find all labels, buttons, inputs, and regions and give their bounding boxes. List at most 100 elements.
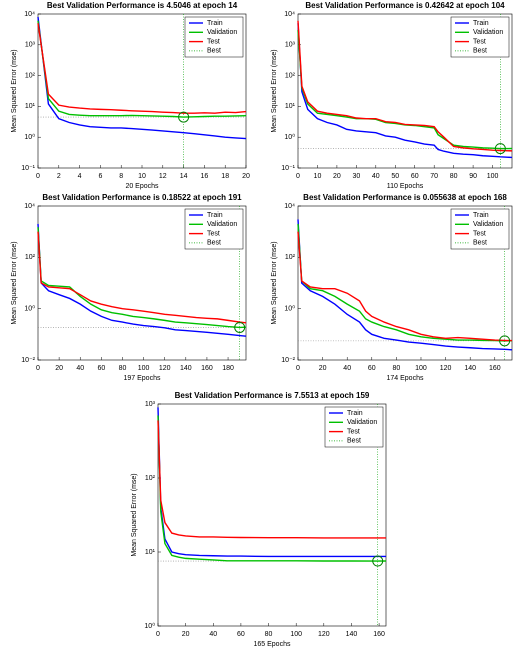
legend-label: Best bbox=[473, 48, 487, 55]
series-line bbox=[37, 227, 247, 329]
series-line bbox=[297, 23, 513, 159]
series-line bbox=[37, 23, 247, 114]
x-tick-label: 2 bbox=[57, 173, 61, 180]
x-tick-label: 90 bbox=[469, 173, 477, 180]
y-tick-label: 10² bbox=[25, 254, 36, 261]
y-tick-label: 10⁻² bbox=[21, 357, 35, 364]
y-axis-label: Mean Squared Error (mse) bbox=[271, 49, 278, 132]
legend-label: Validation bbox=[207, 221, 237, 228]
x-tick-label: 0 bbox=[296, 365, 300, 372]
x-tick-label: 100 bbox=[487, 173, 499, 180]
y-tick-label: 10⁻¹ bbox=[21, 165, 35, 172]
series-line bbox=[157, 420, 386, 539]
x-tick-label: 40 bbox=[76, 365, 84, 372]
x-tick-label: 140 bbox=[180, 365, 192, 372]
x-tick-label: 4 bbox=[78, 173, 82, 180]
x-tick-label: 80 bbox=[265, 631, 273, 638]
legend-label: Validation bbox=[473, 29, 503, 36]
y-tick-label: 10⁴ bbox=[24, 203, 35, 210]
legend-label: Best bbox=[207, 240, 221, 247]
x-tick-label: 70 bbox=[430, 173, 438, 180]
x-tick-label: 12 bbox=[159, 173, 167, 180]
y-tick-label: 10³ bbox=[285, 42, 296, 49]
y-tick-label: 10³ bbox=[25, 42, 36, 49]
y-tick-label: 10⁻¹ bbox=[281, 165, 295, 172]
x-tick-label: 100 bbox=[138, 365, 150, 372]
x-tick-label: 60 bbox=[411, 173, 419, 180]
legend-label: Train bbox=[347, 410, 363, 417]
y-tick-label: 10⁰ bbox=[24, 305, 35, 313]
x-tick-label: 8 bbox=[119, 173, 123, 180]
legend-label: Train bbox=[207, 20, 223, 27]
series-line bbox=[37, 223, 247, 337]
y-tick-label: 10⁴ bbox=[284, 203, 295, 210]
best-point bbox=[178, 111, 190, 123]
x-axis-label: 197 Epochs bbox=[124, 375, 161, 382]
legend-label: Validation bbox=[473, 221, 503, 228]
x-tick-label: 160 bbox=[373, 631, 385, 638]
x-axis-label: 110 Epochs bbox=[387, 183, 424, 190]
y-tick-label: 10⁴ bbox=[24, 11, 35, 18]
x-tick-label: 120 bbox=[159, 365, 171, 372]
chart-title: Best Validation Performance is 0.18522 a… bbox=[42, 193, 242, 202]
x-tick-label: 10 bbox=[314, 173, 322, 180]
y-axis-label: Mean Squared Error (mse) bbox=[271, 241, 278, 324]
y-tick-label: 10¹ bbox=[25, 103, 36, 110]
best-point bbox=[494, 143, 506, 155]
best-point bbox=[499, 335, 511, 347]
x-tick-label: 60 bbox=[368, 365, 376, 372]
legend-label: Train bbox=[473, 20, 489, 27]
y-tick-label: 10¹ bbox=[145, 549, 156, 556]
series-line bbox=[297, 219, 513, 351]
best-point bbox=[234, 321, 246, 333]
x-tick-label: 20 bbox=[242, 173, 250, 180]
x-tick-label: 40 bbox=[209, 631, 217, 638]
x-tick-label: 80 bbox=[119, 365, 127, 372]
best-point bbox=[372, 555, 384, 567]
x-tick-label: 0 bbox=[36, 173, 40, 180]
legend-label: Train bbox=[473, 212, 489, 219]
y-tick-label: 10² bbox=[285, 72, 296, 79]
y-axis-label: Mean Squared Error (mse) bbox=[11, 49, 18, 132]
y-tick-label: 10² bbox=[25, 72, 36, 79]
legend-label: Train bbox=[207, 212, 223, 219]
x-axis-label: 174 Epochs bbox=[387, 375, 424, 382]
x-tick-label: 0 bbox=[296, 173, 300, 180]
y-axis-label: Mean Squared Error (mse) bbox=[131, 473, 138, 556]
x-tick-label: 100 bbox=[290, 631, 302, 638]
series-line bbox=[157, 407, 386, 558]
legend-label: Test bbox=[473, 230, 486, 237]
legend-label: Validation bbox=[347, 419, 377, 426]
chart-title: Best Validation Performance is 7.5513 at… bbox=[175, 391, 370, 400]
series-line bbox=[297, 20, 513, 152]
chart-title: Best Validation Performance is 4.5046 at… bbox=[47, 1, 238, 10]
x-tick-label: 140 bbox=[464, 365, 476, 372]
x-tick-label: 100 bbox=[415, 365, 427, 372]
x-tick-label: 14 bbox=[180, 173, 188, 180]
x-tick-label: 20 bbox=[182, 631, 190, 638]
x-tick-label: 80 bbox=[450, 173, 458, 180]
y-tick-label: 10² bbox=[285, 254, 296, 261]
x-tick-label: 50 bbox=[391, 173, 399, 180]
legend-label: Best bbox=[347, 438, 361, 445]
x-tick-label: 60 bbox=[237, 631, 245, 638]
legend-label: Test bbox=[347, 428, 360, 435]
x-tick-label: 160 bbox=[201, 365, 213, 372]
x-tick-label: 140 bbox=[346, 631, 358, 638]
x-tick-label: 40 bbox=[343, 365, 351, 372]
x-tick-label: 40 bbox=[372, 173, 380, 180]
legend-label: Best bbox=[473, 240, 487, 247]
legend-label: Test bbox=[473, 38, 486, 45]
y-tick-label: 10⁰ bbox=[24, 133, 35, 141]
y-tick-label: 10⁰ bbox=[284, 133, 295, 141]
legend-label: Test bbox=[207, 38, 220, 45]
legend-label: Best bbox=[207, 48, 221, 55]
x-tick-label: 18 bbox=[221, 173, 229, 180]
series-line bbox=[37, 231, 247, 324]
x-tick-label: 10 bbox=[138, 173, 146, 180]
x-tick-label: 80 bbox=[392, 365, 400, 372]
x-tick-label: 60 bbox=[97, 365, 105, 372]
y-tick-label: 10² bbox=[145, 475, 156, 482]
x-tick-label: 20 bbox=[319, 365, 327, 372]
x-tick-label: 120 bbox=[318, 631, 330, 638]
